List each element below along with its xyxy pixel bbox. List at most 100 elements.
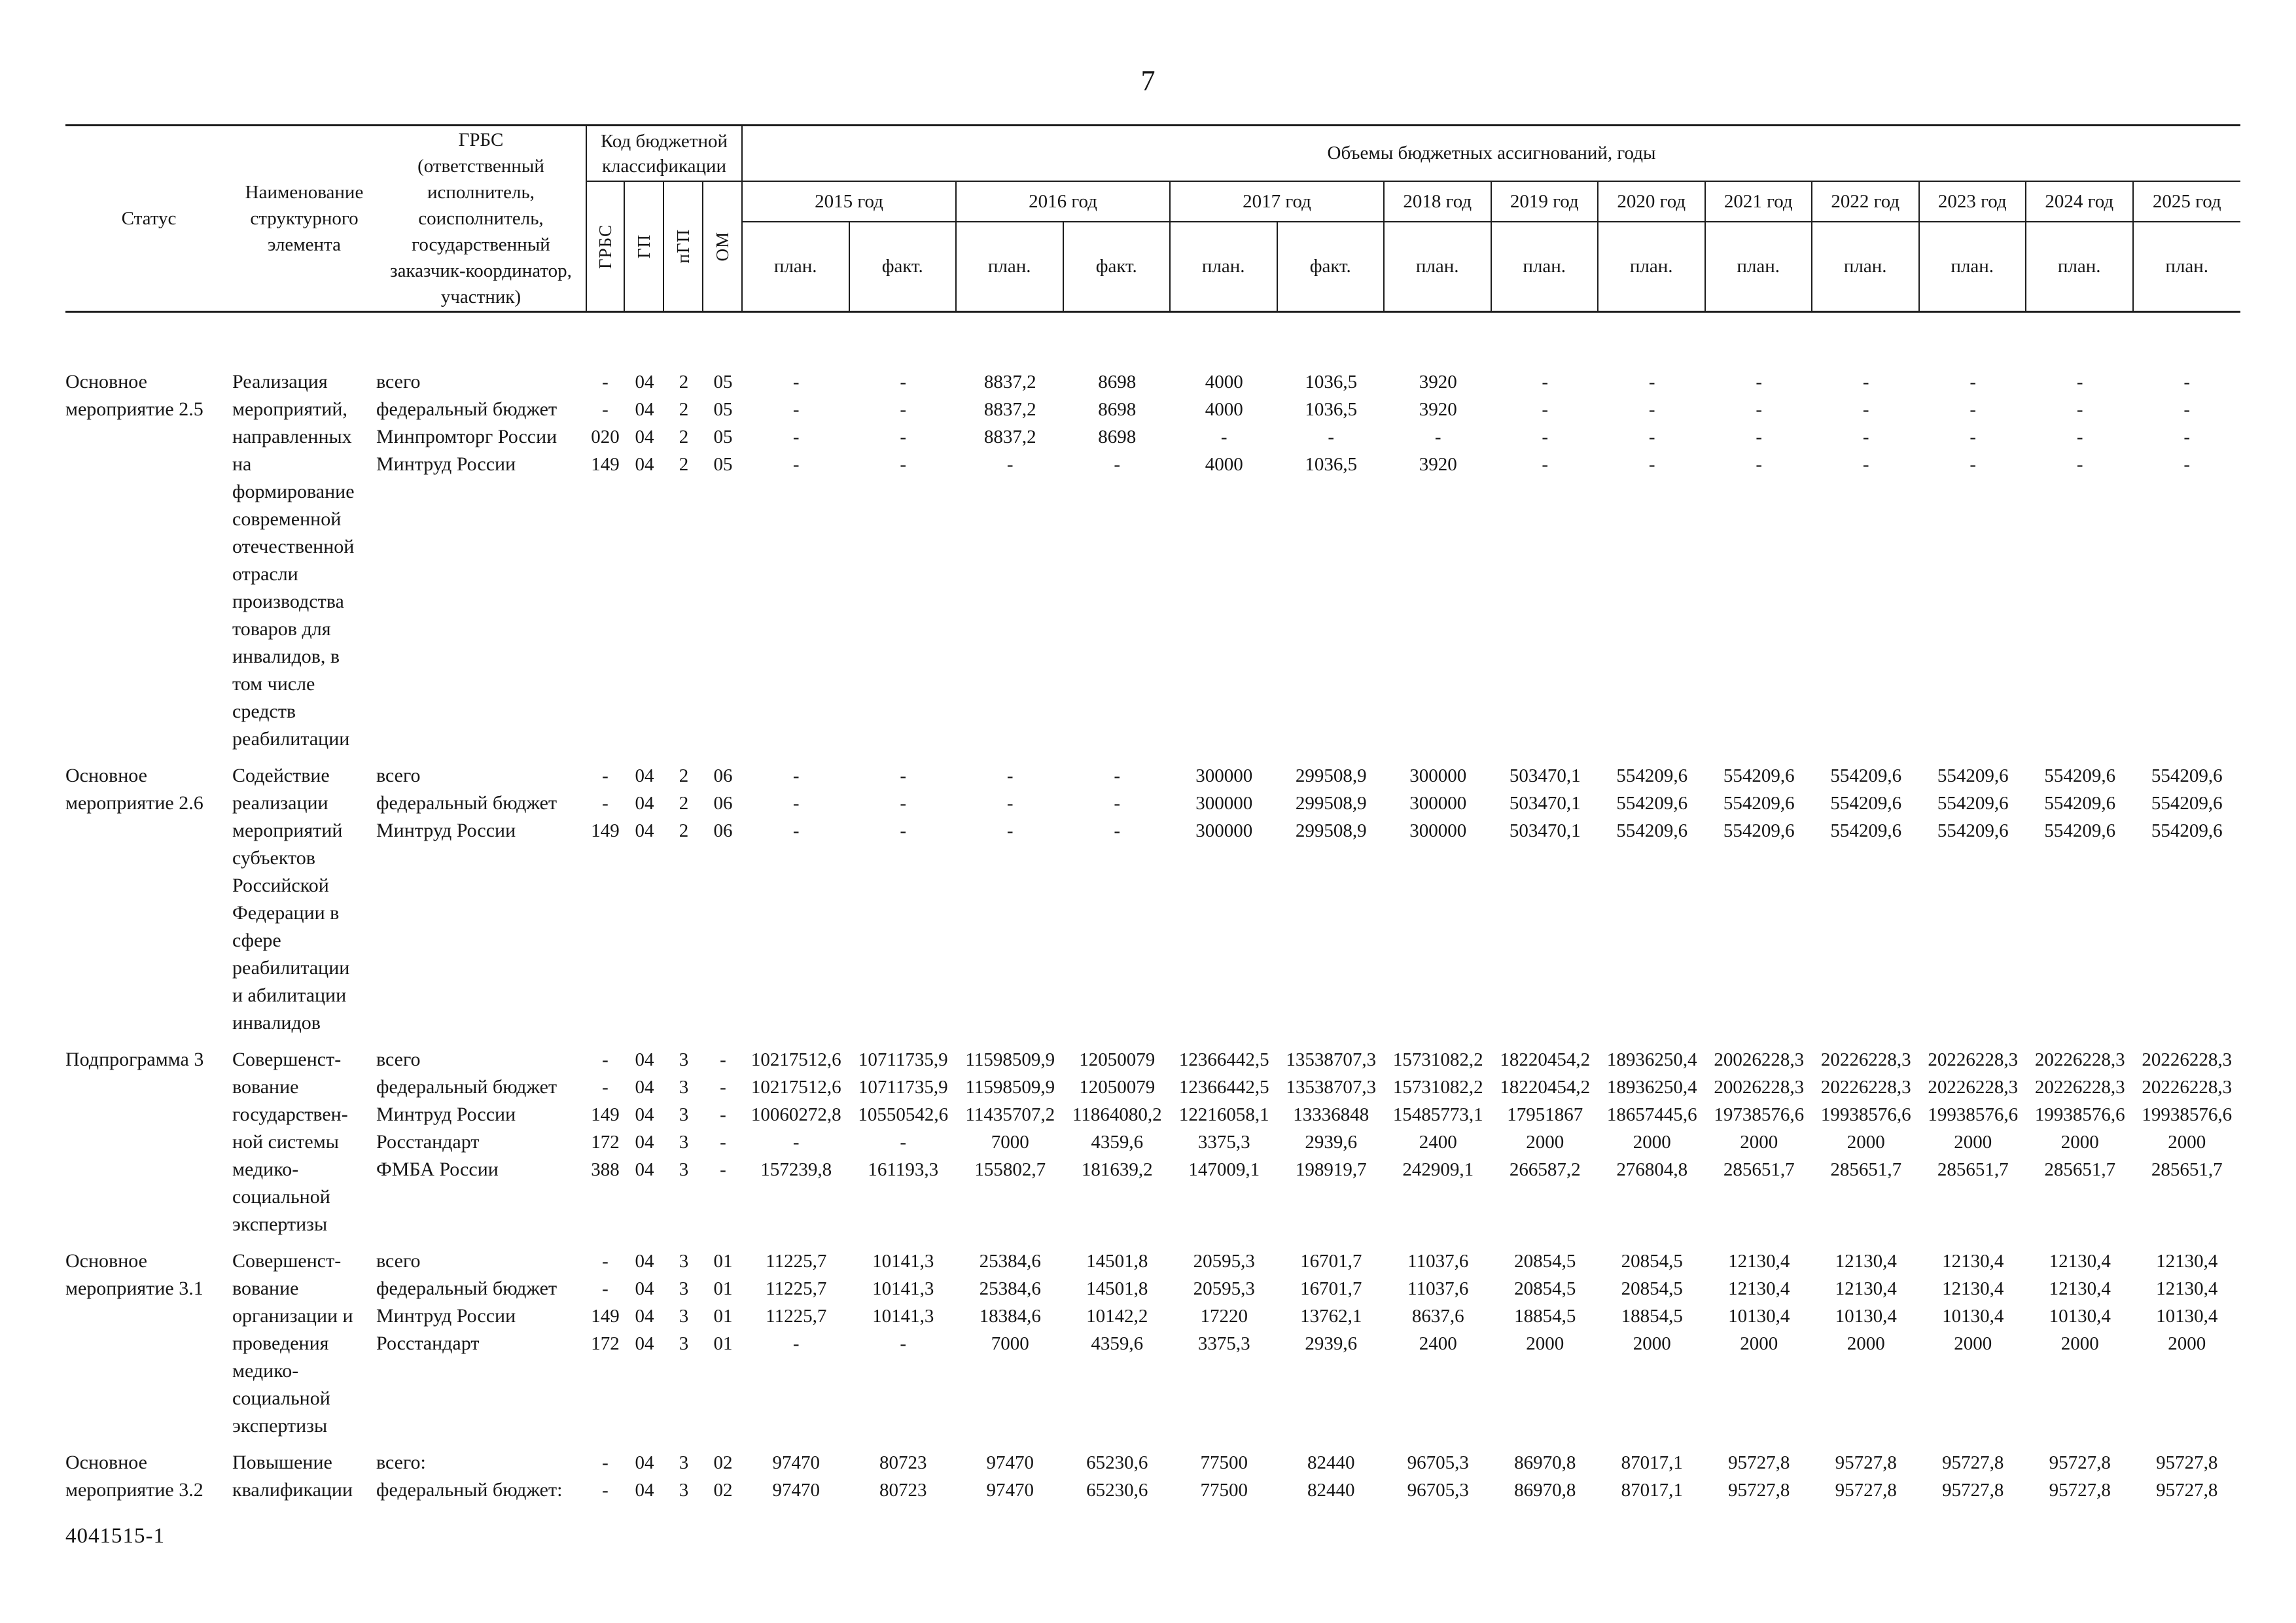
value-cell: - — [1756, 399, 1763, 420]
value-cell: 10711735,9 — [858, 1049, 948, 1070]
value-cell: - — [1114, 765, 1121, 786]
value-cell: - — [792, 1333, 800, 1354]
plan-fact-header: план. — [957, 222, 1064, 311]
code-cell: - — [602, 1452, 609, 1473]
code-cell: 2 — [679, 765, 689, 786]
value-cell: - — [900, 427, 907, 447]
value-cell: 4359,6 — [1091, 1333, 1144, 1354]
code-cell: 3 — [679, 1049, 689, 1070]
value-cell: 300000 — [1409, 820, 1467, 841]
status-cell: Подпрограмма 3 — [65, 1049, 204, 1070]
value-cell: 65230,6 — [1086, 1480, 1148, 1501]
value-cell: 95727,8 — [1728, 1480, 1790, 1501]
budget-code-subheader-1: ГРБС — [586, 182, 625, 311]
grbs-cell: федеральный бюджет — [376, 1278, 557, 1299]
value-cell: 10060272,8 — [751, 1104, 841, 1125]
value-cell: 554209,6 — [2151, 820, 2223, 841]
grbs-cell: всего — [376, 765, 421, 786]
value-cell: 18657445,6 — [1606, 1104, 1697, 1125]
value-cell: - — [1114, 454, 1121, 475]
code-cell: 020 — [591, 427, 620, 447]
code-cell: - — [602, 1049, 609, 1070]
value-cell: 20226228,3 — [2034, 1077, 2125, 1098]
page-number: 7 — [1140, 65, 1156, 97]
value-cell: 95727,8 — [2156, 1480, 2218, 1501]
value-cell: - — [1648, 372, 1655, 393]
value-cell: 10130,4 — [1942, 1306, 2004, 1327]
value-cell: 12130,4 — [1942, 1278, 2004, 1299]
value-cell: 20854,5 — [1621, 1251, 1683, 1272]
value-cell: 181639,2 — [1081, 1159, 1153, 1180]
value-cell: 2000 — [2060, 1333, 2099, 1354]
value-cell: 20226228,3 — [1820, 1077, 1911, 1098]
name-cell: Совершенст- вование организации и провед… — [232, 1250, 353, 1437]
value-cell: 266587,2 — [1509, 1159, 1581, 1180]
value-cell: 147009,1 — [1188, 1159, 1260, 1180]
value-cell: 16701,7 — [1300, 1278, 1362, 1299]
column-header-status: Статус — [121, 207, 177, 229]
code-cell: - — [720, 1104, 726, 1125]
value-cell: 80723 — [879, 1452, 927, 1473]
value-cell: - — [2076, 454, 2083, 475]
code-cell: - — [602, 399, 609, 420]
value-cell: 17220 — [1200, 1306, 1248, 1327]
code-cell: 3 — [679, 1132, 689, 1153]
value-cell: 96705,3 — [1407, 1452, 1469, 1473]
value-cell: 15731082,2 — [1392, 1077, 1483, 1098]
status-cell: Основное мероприятие 3.2 — [65, 1452, 203, 1501]
value-cell: 300000 — [1195, 820, 1253, 841]
value-cell: 554209,6 — [1616, 765, 1688, 786]
value-cell: 554209,6 — [2044, 820, 2116, 841]
value-cell: 554209,6 — [1723, 765, 1795, 786]
value-cell: 10217512,6 — [751, 1049, 841, 1070]
value-cell: 2000 — [1740, 1333, 1778, 1354]
budget-table: Статус Наименование структурного элемент… — [65, 124, 2240, 1513]
value-cell: 12366442,5 — [1178, 1077, 1269, 1098]
value-cell: 8637,6 — [1411, 1306, 1464, 1327]
code-cell: 3 — [679, 1104, 689, 1125]
value-cell: 12130,4 — [2049, 1251, 2111, 1272]
code-cell: 04 — [635, 793, 654, 814]
plan-fact-header: факт. — [1064, 222, 1171, 311]
value-cell: 12130,4 — [1942, 1251, 2004, 1272]
value-cell: 8698 — [1098, 372, 1137, 393]
value-cell: 554209,6 — [1937, 765, 2009, 786]
value-cell: 1036,5 — [1305, 399, 1358, 420]
code-cell: 04 — [635, 1077, 654, 1098]
value-cell: - — [900, 765, 907, 786]
code-cell: 01 — [713, 1278, 733, 1299]
value-cell: 2400 — [1419, 1132, 1457, 1153]
value-cell: 13336848 — [1293, 1104, 1369, 1125]
value-cell: 1036,5 — [1305, 454, 1358, 475]
value-cell: 97470 — [986, 1452, 1034, 1473]
code-cell: 3 — [679, 1333, 689, 1354]
value-cell: 18936250,4 — [1606, 1049, 1697, 1070]
value-cell: 155802,7 — [974, 1159, 1046, 1180]
code-cell: 04 — [635, 1333, 654, 1354]
column-header-budget-code: Код бюджетной классификации — [586, 126, 743, 182]
value-cell: - — [1328, 427, 1335, 447]
value-cell: 7000 — [991, 1132, 1029, 1153]
year-header-2017: 2017 год — [1171, 182, 1385, 222]
value-cell: 10711735,9 — [858, 1077, 948, 1098]
value-cell: 3375,3 — [1197, 1333, 1250, 1354]
value-cell: 554209,6 — [2151, 765, 2223, 786]
value-cell: 15485773,1 — [1392, 1104, 1483, 1125]
value-cell: 3920 — [1419, 372, 1457, 393]
value-cell: 15731082,2 — [1392, 1049, 1483, 1070]
value-cell: - — [2076, 372, 2083, 393]
rotated-code-label: ГРБС — [595, 224, 615, 269]
code-cell: 04 — [635, 1049, 654, 1070]
value-cell: 82440 — [1307, 1452, 1355, 1473]
value-cell: 95727,8 — [1942, 1452, 2004, 1473]
code-cell: 05 — [713, 427, 733, 447]
name-cell: Совершенст- вование государствен- ной си… — [232, 1049, 348, 1235]
name-cell: Содействие реализации мероприятий субъек… — [232, 765, 350, 1034]
rotated-code-label: ОМ — [712, 231, 732, 262]
value-cell: - — [2076, 427, 2083, 447]
plan-fact-header: план. — [1812, 222, 1920, 311]
value-cell: 10217512,6 — [751, 1077, 841, 1098]
code-cell: 3 — [679, 1306, 689, 1327]
grbs-cell: Минпромторг России — [376, 426, 557, 447]
code-cell: 2 — [679, 454, 689, 475]
